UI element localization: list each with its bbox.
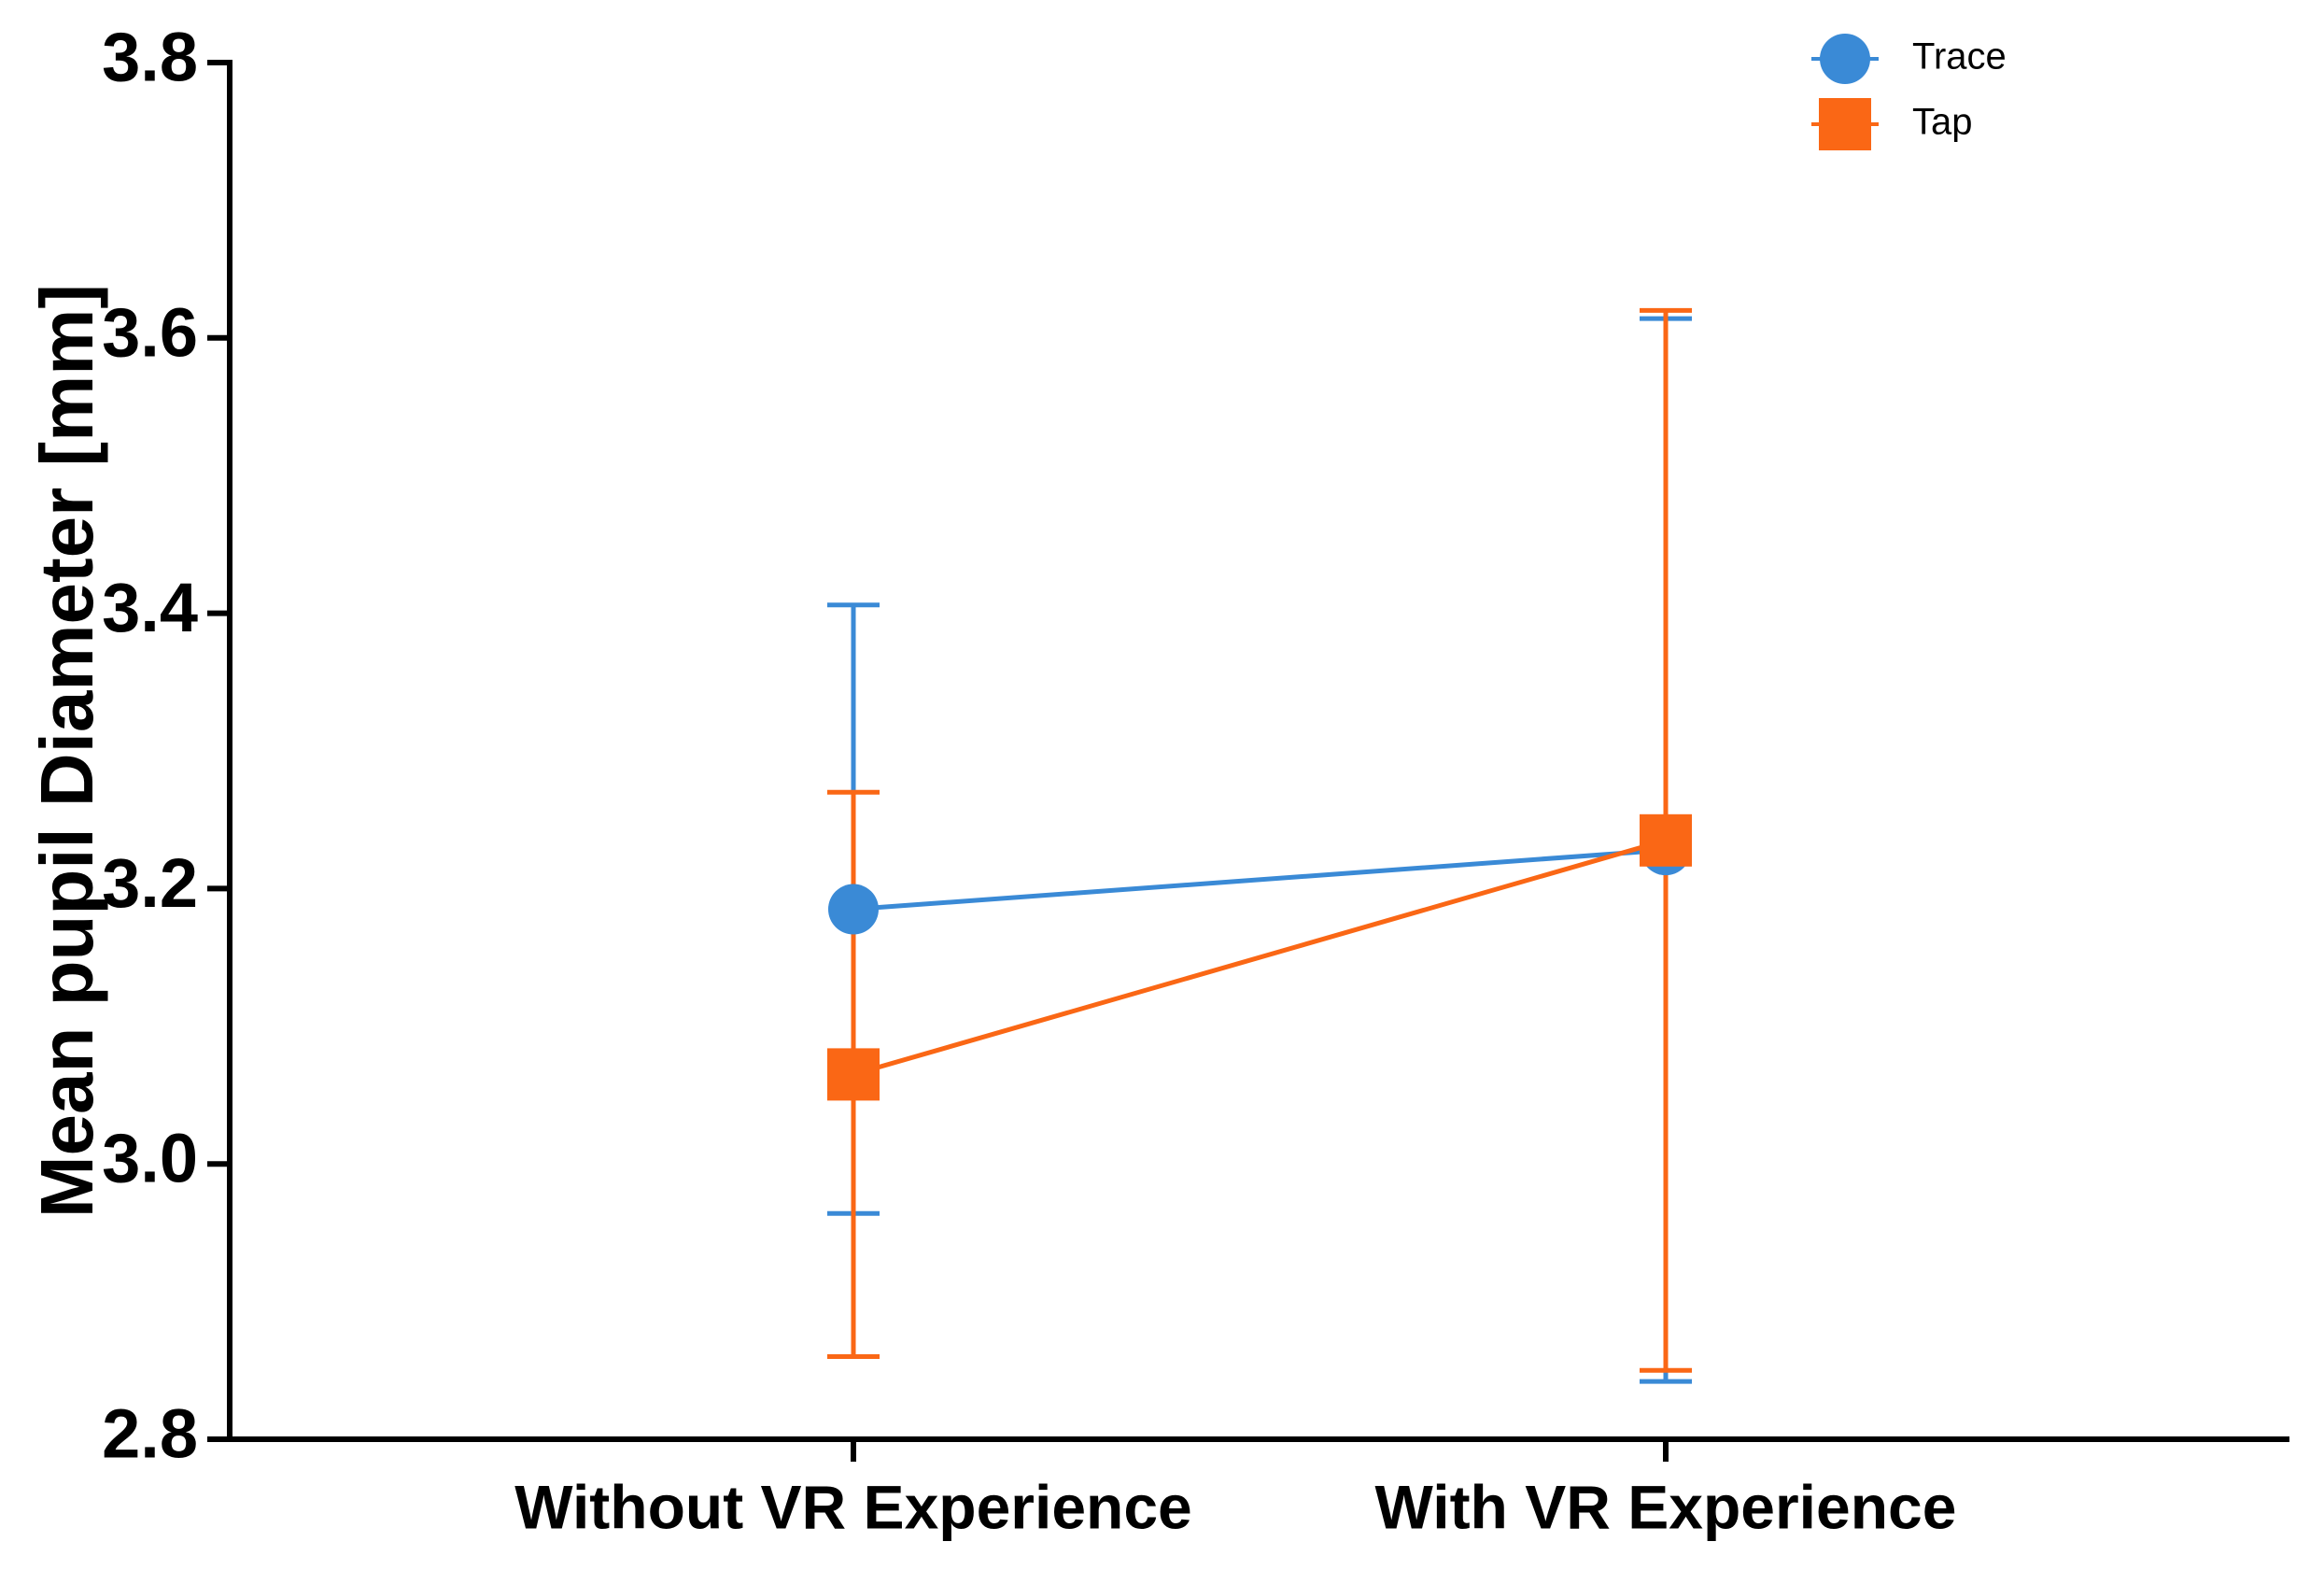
series-line — [852, 847, 1667, 912]
legend-marker — [1819, 98, 1871, 150]
y-tick-label: 3.2 — [102, 844, 198, 922]
y-tick-label: 3.0 — [102, 1120, 198, 1197]
x-tick-label: With VR Experience — [1375, 1472, 1957, 1541]
data-point — [1640, 813, 1692, 867]
data-point — [827, 1048, 880, 1101]
y-tick-label: 3.4 — [102, 569, 198, 646]
y-tick-label: 2.8 — [102, 1395, 198, 1473]
legend-label: Tap — [1912, 102, 1973, 143]
legend-marker — [1820, 34, 1870, 84]
data-point — [828, 884, 879, 935]
series-line — [852, 838, 1667, 1077]
x-tick-label: Without VR Experience — [514, 1472, 1192, 1541]
legend-label: Trace — [1912, 36, 2007, 78]
y-tick-label: 3.8 — [102, 19, 198, 96]
y-tick-label: 3.6 — [102, 293, 198, 371]
y-axis-label: Mean pupil Diameter [mm] — [25, 284, 108, 1218]
